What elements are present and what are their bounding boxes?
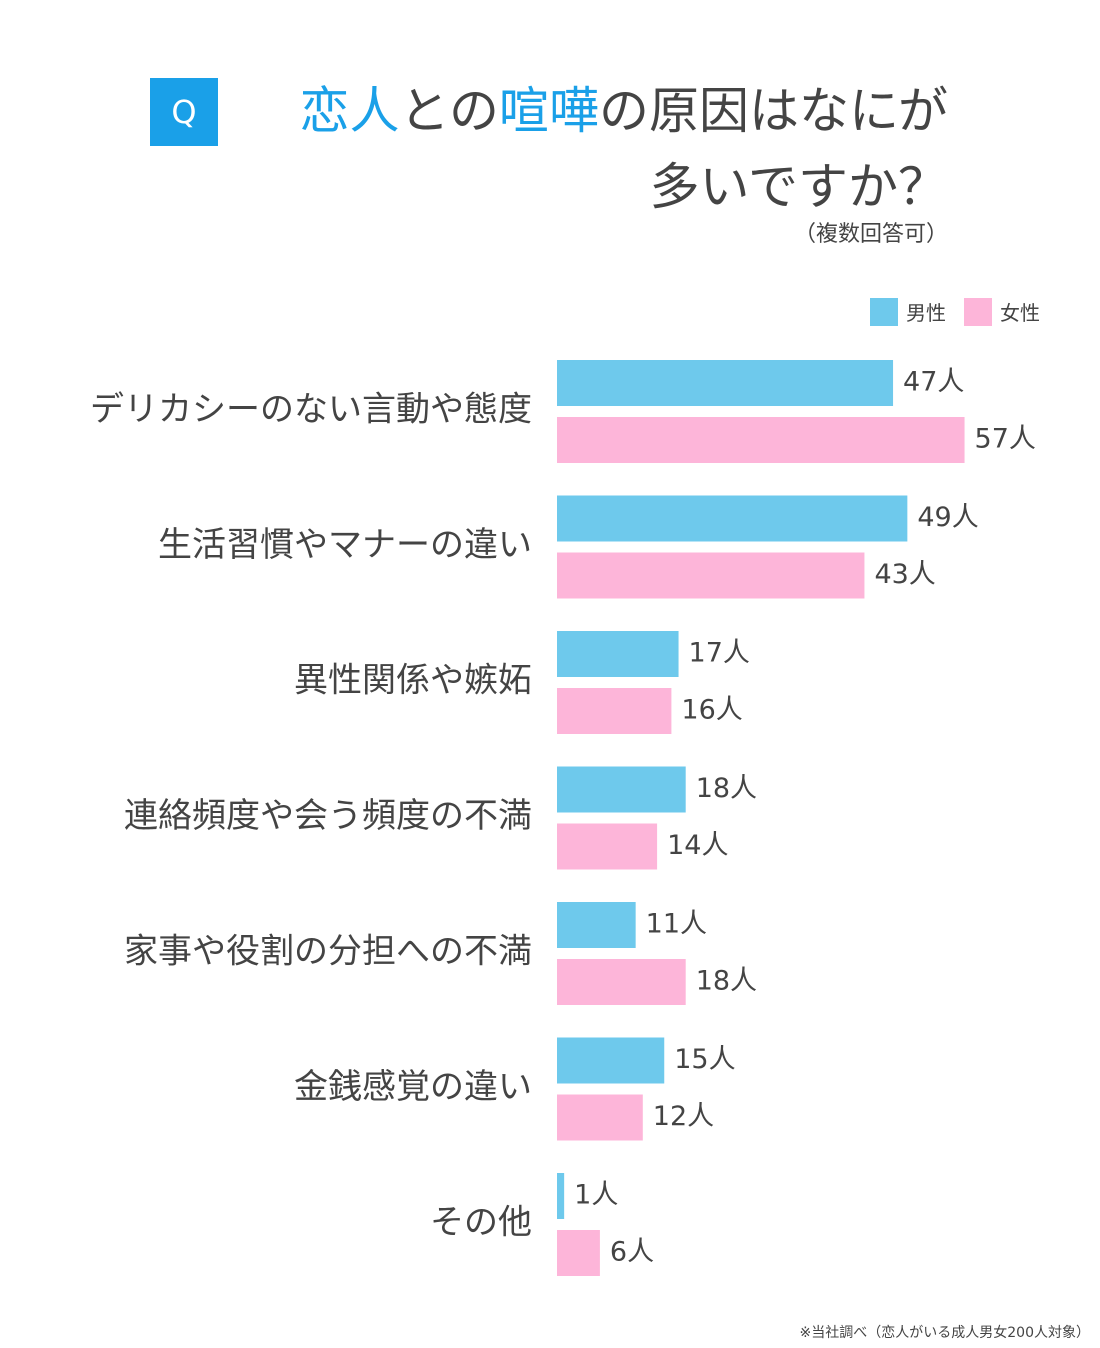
bar-female [557,688,672,734]
legend-item-male: 男性 [870,297,946,326]
bar-female [557,959,686,1005]
bar-female [557,1230,600,1276]
question-badge: Q [150,78,218,146]
title-segment-2: 喧嘩 [499,82,599,140]
value-label-male: 11人 [646,909,707,940]
category-label: 生活習慣やマナーの違い [158,525,532,565]
value-label-female: 6人 [610,1237,654,1268]
bar-male [557,360,894,406]
legend-label-male: 男性 [906,301,946,325]
bar-female [557,417,965,463]
value-label-male: 18人 [696,773,757,804]
category-label: その他 [430,1203,532,1243]
title-segment-1: との [399,82,500,140]
title-segment-3: の原因はなにが [599,82,948,140]
value-label-female: 18人 [696,966,757,997]
bar-male [557,495,908,542]
bar-female [557,823,658,870]
value-label-female: 14人 [667,830,728,861]
bar-male [557,902,636,948]
category-label: 連絡頻度や会う頻度の不満 [124,796,532,836]
legend-swatch-male [870,297,898,326]
legend-swatch-female [964,297,992,326]
category-label: 金銭感覚の違い [294,1067,532,1107]
category-label: デリカシーのない言動や態度 [90,390,532,430]
value-label-male: 15人 [674,1044,735,1075]
bar-female [557,552,865,599]
footnote: ※当社調べ（恋人がいる成人男女200人対象） [799,1325,1090,1341]
category-label: 家事や役割の分担への不満 [124,932,532,972]
bar-male [557,631,679,677]
value-label-male: 1人 [574,1180,618,1211]
value-label-male: 47人 [903,367,964,398]
value-label-female: 57人 [975,424,1036,455]
category-label: 異性関係や嫉妬 [294,661,532,701]
value-label-male: 17人 [689,638,750,669]
value-label-male: 49人 [917,502,978,533]
title-line-2: 多いですか？ [649,158,949,216]
bar-female [557,1094,643,1141]
title-line-1: 恋人との喧嘩の原因はなにが [300,86,949,136]
legend-label-female: 女性 [1000,301,1040,325]
bar-male [557,1037,665,1084]
bar-male [557,766,686,813]
legend-item-female: 女性 [964,297,1040,326]
bar-male [557,1173,565,1219]
title-segment-0: 恋人 [299,82,400,140]
value-label-female: 16人 [681,695,742,726]
value-label-female: 43人 [874,559,935,590]
value-label-female: 12人 [653,1101,714,1132]
subtitle: （複数回答可） [793,222,948,247]
